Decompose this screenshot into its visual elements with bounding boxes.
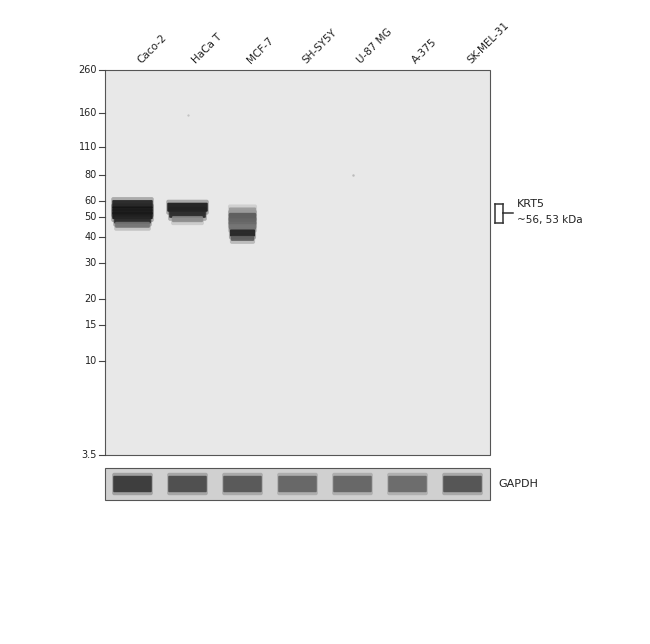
FancyBboxPatch shape	[277, 473, 318, 495]
FancyBboxPatch shape	[228, 210, 257, 222]
Text: HaCa T: HaCa T	[190, 32, 224, 65]
FancyBboxPatch shape	[332, 473, 373, 495]
Text: 160: 160	[79, 108, 97, 118]
FancyBboxPatch shape	[112, 473, 153, 495]
FancyBboxPatch shape	[387, 473, 428, 495]
FancyBboxPatch shape	[113, 476, 152, 492]
Text: 60: 60	[84, 196, 97, 206]
Bar	[105, 468, 490, 500]
FancyBboxPatch shape	[230, 229, 255, 236]
Text: 260: 260	[79, 65, 97, 75]
FancyBboxPatch shape	[388, 476, 427, 492]
FancyBboxPatch shape	[229, 216, 256, 222]
FancyBboxPatch shape	[230, 233, 255, 244]
FancyBboxPatch shape	[114, 219, 151, 231]
FancyBboxPatch shape	[169, 210, 206, 218]
FancyBboxPatch shape	[171, 213, 204, 225]
Bar	[105, 70, 490, 455]
FancyBboxPatch shape	[111, 209, 154, 222]
Text: SK-MEL-31: SK-MEL-31	[465, 20, 511, 65]
FancyBboxPatch shape	[112, 212, 153, 219]
Text: A-375: A-375	[411, 36, 439, 65]
FancyBboxPatch shape	[278, 476, 317, 492]
Text: 20: 20	[84, 294, 97, 304]
FancyBboxPatch shape	[228, 204, 257, 216]
FancyBboxPatch shape	[228, 221, 257, 232]
FancyBboxPatch shape	[167, 203, 208, 212]
Text: 30: 30	[84, 258, 97, 268]
Text: 110: 110	[79, 142, 97, 152]
Text: GAPDH: GAPDH	[498, 479, 538, 489]
Text: 10: 10	[84, 356, 97, 366]
Text: 50: 50	[84, 213, 97, 222]
FancyBboxPatch shape	[112, 200, 153, 208]
FancyBboxPatch shape	[115, 222, 150, 228]
FancyBboxPatch shape	[168, 476, 207, 492]
Text: ~56, 53 kDa: ~56, 53 kDa	[517, 216, 582, 225]
Text: MCF-7: MCF-7	[246, 35, 276, 65]
FancyBboxPatch shape	[333, 476, 372, 492]
Text: 15: 15	[84, 320, 97, 330]
FancyBboxPatch shape	[223, 476, 262, 492]
Text: SH-SY5Y: SH-SY5Y	[300, 27, 339, 65]
Text: 80: 80	[84, 170, 97, 180]
Text: KRT5: KRT5	[517, 200, 545, 209]
FancyBboxPatch shape	[229, 227, 256, 240]
FancyBboxPatch shape	[111, 197, 154, 211]
FancyBboxPatch shape	[113, 214, 152, 227]
FancyBboxPatch shape	[112, 207, 153, 214]
FancyBboxPatch shape	[222, 473, 263, 495]
FancyBboxPatch shape	[167, 473, 208, 495]
FancyBboxPatch shape	[111, 204, 154, 218]
Text: 40: 40	[84, 232, 97, 242]
FancyBboxPatch shape	[229, 220, 256, 225]
FancyBboxPatch shape	[114, 216, 151, 223]
Text: Caco-2: Caco-2	[135, 32, 168, 65]
FancyBboxPatch shape	[228, 217, 257, 229]
FancyBboxPatch shape	[168, 207, 207, 221]
FancyBboxPatch shape	[228, 213, 257, 225]
FancyBboxPatch shape	[166, 200, 209, 214]
Text: U-87 MG: U-87 MG	[356, 26, 394, 65]
FancyBboxPatch shape	[229, 207, 256, 213]
FancyBboxPatch shape	[229, 213, 256, 218]
FancyBboxPatch shape	[442, 473, 483, 495]
FancyBboxPatch shape	[172, 216, 203, 222]
FancyBboxPatch shape	[443, 476, 482, 492]
FancyBboxPatch shape	[229, 224, 256, 229]
FancyBboxPatch shape	[231, 236, 254, 241]
Text: 3.5: 3.5	[82, 450, 97, 460]
